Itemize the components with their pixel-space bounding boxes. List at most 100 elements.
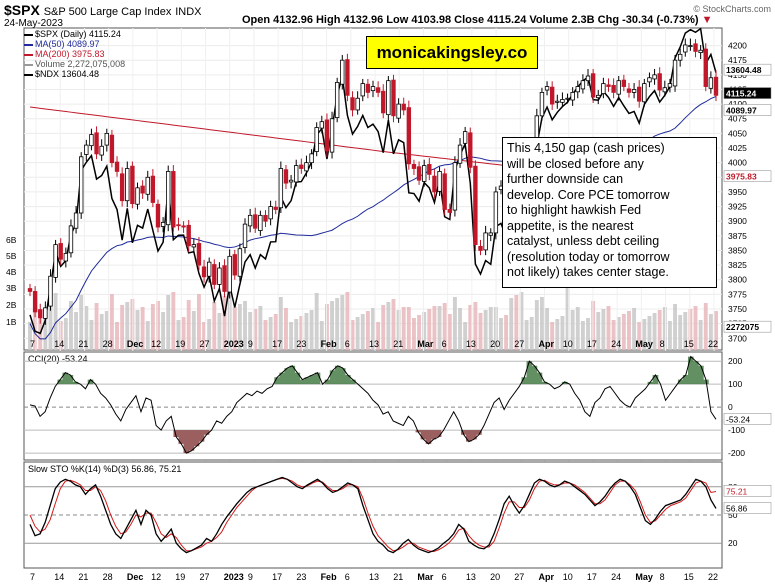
price-value-label: 3975.83	[726, 172, 757, 182]
volume-bar	[396, 310, 401, 350]
volume-bar	[74, 312, 79, 350]
candle-body	[370, 86, 376, 92]
candle-body	[672, 59, 678, 87]
volume-bar	[642, 319, 647, 350]
candle-body	[283, 169, 289, 184]
x-axis-label-bottom: 15	[684, 572, 694, 582]
x-axis-label-bottom: 6	[442, 572, 447, 582]
x-axis-label: 2023	[224, 339, 244, 349]
candle-body	[48, 275, 53, 307]
price-value-label: 4089.97	[726, 106, 757, 116]
volume-bar	[381, 305, 386, 350]
candle-body	[478, 245, 483, 251]
candle-body	[299, 164, 304, 169]
volume-bar	[478, 313, 483, 350]
candle-body	[539, 92, 545, 117]
x-axis-label-bottom: 8	[660, 572, 665, 582]
candle-body	[340, 59, 345, 85]
candle-body	[237, 248, 243, 277]
x-axis-label: 24	[611, 339, 621, 349]
legend-label: MA(200) 3975.83	[35, 49, 105, 59]
annotation-line: not likely) takes center stage.	[507, 265, 669, 279]
candle-body	[160, 221, 166, 227]
volume-bar	[534, 300, 539, 350]
price-legend: $SPX (Daily) 4115.24 MA(50) 4089.97 MA(200…	[24, 29, 125, 79]
price-tick-label: 4050	[728, 128, 747, 138]
index-name: S&P 500 Large Cap Index	[43, 6, 172, 18]
volume-bar	[161, 312, 166, 350]
volume-bar	[447, 314, 452, 350]
annotation-line: catalyst, unless debt ceiling	[507, 234, 660, 248]
candle-body	[406, 107, 412, 165]
x-axis-label-bottom: 24	[611, 572, 621, 582]
candle-body	[222, 265, 227, 292]
volume-bar	[330, 301, 334, 350]
volume-bar	[365, 311, 370, 350]
price-tick-label: 3925	[728, 202, 747, 212]
candle-body	[662, 87, 667, 93]
volume-bar	[693, 306, 698, 350]
price-value-label: 2272075	[726, 322, 759, 332]
x-axis-label-bottom: Mar	[417, 572, 434, 582]
volume-bar	[237, 304, 242, 350]
candle-body	[212, 264, 217, 285]
x-axis-label: 6	[345, 339, 350, 349]
candle-body	[596, 94, 601, 99]
candle-body	[555, 100, 560, 103]
candle-body	[667, 83, 673, 88]
candle-body	[473, 165, 478, 246]
candle-body	[657, 73, 662, 91]
candle-body	[130, 165, 135, 205]
volume-bar	[611, 320, 616, 350]
volume-bar	[79, 295, 84, 350]
volume-bar	[145, 321, 150, 350]
volume-bar	[304, 313, 309, 350]
volume-bar	[58, 321, 63, 350]
volume-bar	[703, 303, 708, 350]
volume-bar	[376, 322, 381, 350]
volume-bar	[120, 305, 125, 350]
x-axis-label: 22	[708, 339, 718, 349]
sto-panel: Slow STO %K(14) %D(3) 56.86, 75.21805020…	[23, 461, 772, 582]
candle-body	[125, 168, 130, 202]
candle-body	[575, 86, 580, 93]
x-axis-label: Mar	[417, 339, 434, 349]
volume-bar	[309, 310, 314, 350]
price-tick-label: 3850	[728, 245, 747, 255]
candle-body	[294, 165, 299, 183]
volume-tick-label: 2B	[6, 300, 17, 310]
volume-bar	[89, 320, 94, 350]
candle-body	[253, 214, 258, 229]
ndx-line	[29, 27, 717, 335]
volume-bar	[688, 309, 693, 350]
candle-body	[621, 79, 627, 87]
legend-swatch	[24, 43, 33, 46]
candle-body	[401, 103, 406, 111]
price-value-flag	[723, 170, 772, 182]
candle-body	[176, 224, 181, 227]
price-tick-label: 4100	[728, 99, 747, 109]
candle-body	[606, 84, 611, 87]
price-tick-label: 4000	[728, 158, 747, 168]
volume-bar	[386, 302, 391, 350]
x-axis-label-bottom: 28	[103, 572, 113, 582]
legend-label: $SPX (Daily) 4115.24	[35, 29, 121, 39]
candle-body	[386, 80, 391, 116]
x-axis-label: May	[635, 339, 653, 349]
sto-tick-label: 50	[728, 510, 738, 520]
annotation-line: develop. Core PCE tomorrow	[507, 187, 670, 202]
candle-body	[493, 191, 499, 234]
volume-tick-label: 5B	[6, 251, 17, 261]
chart-date: 24-May-2023	[4, 18, 63, 29]
candle-body	[304, 162, 309, 172]
cci-value-flag	[723, 413, 772, 425]
sto-value-label: 56.86	[726, 504, 748, 514]
x-axis-label-bottom: 9	[248, 572, 253, 582]
candle-body	[350, 97, 355, 111]
volume-bar	[48, 296, 53, 350]
volume-bar	[263, 320, 268, 350]
candle-body	[365, 83, 371, 93]
x-axis-label: 28	[103, 339, 113, 349]
candle-body	[119, 173, 125, 202]
x-axis-label: 13	[466, 339, 476, 349]
